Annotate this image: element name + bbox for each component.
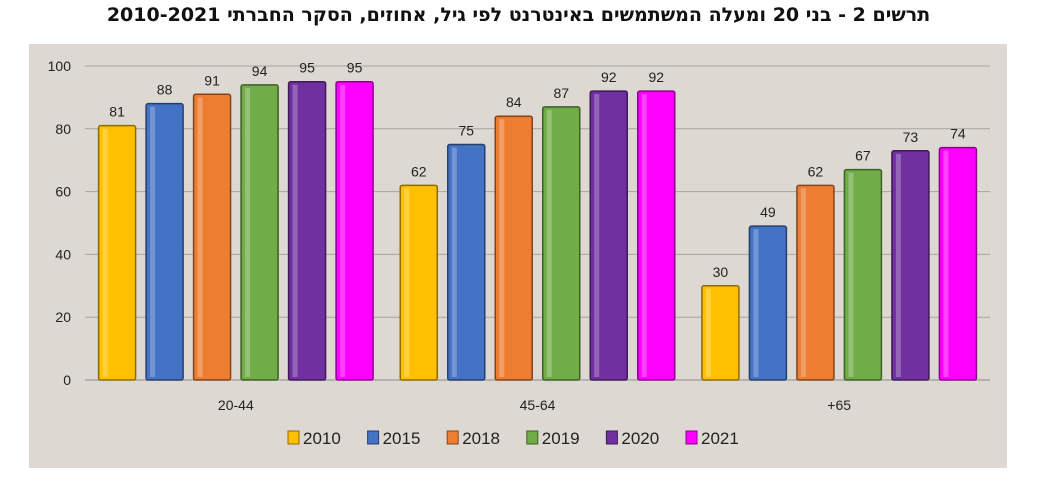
bar-2021-20-44 (335, 80, 374, 381)
bar-highlight (641, 94, 647, 378)
data-label: 73 (903, 129, 919, 145)
data-label: 92 (601, 69, 617, 85)
legend-label: 2018 (462, 429, 500, 448)
bar-2015-45-64 (447, 143, 486, 381)
bar-highlight (340, 84, 346, 377)
bar-2018-20-44 (192, 93, 232, 381)
legend-label: 2020 (621, 429, 659, 448)
data-label: 62 (808, 163, 824, 179)
data-label: 75 (458, 123, 474, 139)
legend-swatch-2018 (446, 430, 459, 445)
y-tick-label: 40 (55, 246, 71, 262)
legend-swatch-2020 (605, 430, 618, 445)
data-label: 74 (950, 126, 966, 142)
bar-2021-+65 (938, 146, 978, 381)
bar-highlight (245, 87, 251, 377)
bar-highlight (895, 153, 901, 377)
bar-highlight (150, 106, 156, 378)
x-axis: 20-44 45-64 +65 (218, 397, 851, 413)
bar-highlight (943, 150, 949, 377)
data-label: 81 (109, 104, 125, 120)
bar-2018-45-64 (494, 115, 533, 381)
data-label: 62 (411, 163, 427, 179)
data-label: 88 (157, 82, 173, 98)
chart-title: תרשים 2 - בני 20 ומעלה המשתמשים באינטרנט… (106, 4, 931, 26)
bar-highlight (848, 172, 854, 377)
legend-swatch-2021 (685, 430, 698, 445)
legend: 2010 2015 2018 2019 2020 2021 (287, 429, 739, 448)
bars (97, 80, 978, 381)
bar-highlight (197, 97, 203, 377)
bar-highlight (292, 84, 298, 377)
bar-2020-+65 (891, 150, 930, 381)
bar-highlight (594, 94, 600, 378)
legend-label: 2019 (542, 429, 580, 448)
bar-highlight (499, 119, 505, 378)
data-label: 87 (553, 85, 569, 101)
bar-2020-45-64 (589, 90, 628, 381)
y-tick-label: 80 (55, 121, 71, 137)
legend-label: 2015 (383, 429, 421, 448)
data-label: 92 (648, 69, 664, 85)
y-axis: 0 20 40 60 80 100 (48, 58, 72, 388)
bar-2015-20-44 (145, 102, 184, 381)
bar-2018-+65 (796, 184, 835, 381)
bar-2010-+65 (701, 285, 740, 381)
legend-swatch-2010 (287, 430, 300, 445)
bar-highlight (800, 188, 806, 377)
legend-swatch-2015 (367, 430, 380, 445)
bar-2015-+65 (748, 225, 788, 381)
legend-label: 2010 (303, 429, 341, 448)
data-label: 30 (713, 264, 729, 280)
bar-2021-45-64 (637, 90, 676, 381)
bar-highlight (451, 147, 457, 377)
data-labels: 81 88 91 94 95 95 62 75 84 87 92 92 30 49 62 67 73 74 (109, 60, 966, 280)
data-label: 91 (204, 72, 220, 88)
x-tick-label: 20-44 (218, 397, 254, 413)
bar-highlight (705, 288, 711, 377)
y-tick-label: 0 (63, 372, 71, 388)
bar-2019-45-64 (542, 106, 581, 381)
bar-highlight (404, 188, 410, 377)
data-label: 84 (506, 94, 522, 110)
legend-label: 2021 (701, 429, 739, 448)
bar-highlight (102, 128, 108, 377)
data-label: 67 (855, 148, 871, 164)
data-label: 94 (252, 63, 268, 79)
data-label: 95 (347, 60, 363, 76)
bar-2010-20-44 (97, 124, 137, 381)
bar-highlight (546, 109, 552, 377)
grid-lines (85, 65, 990, 381)
bar-2010-45-64 (399, 184, 438, 381)
x-tick-label: 45-64 (520, 397, 556, 413)
bar-2019-20-44 (240, 84, 279, 381)
x-tick-label: +65 (827, 397, 851, 413)
data-label: 49 (760, 204, 776, 220)
bar-highlight (753, 229, 759, 377)
legend-swatch-2019 (526, 430, 539, 445)
data-label: 95 (299, 60, 315, 76)
y-tick-label: 100 (48, 58, 72, 74)
y-tick-label: 20 (55, 309, 71, 325)
bar-2019-+65 (843, 168, 883, 381)
bar-2020-20-44 (287, 80, 327, 381)
y-tick-label: 60 (55, 184, 71, 200)
